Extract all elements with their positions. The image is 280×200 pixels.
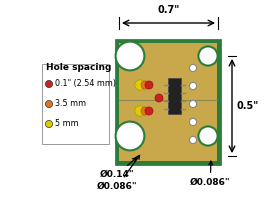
Circle shape	[135, 80, 145, 90]
Text: Hole spacing: Hole spacing	[46, 63, 111, 72]
Text: 0.5": 0.5"	[236, 101, 258, 111]
Circle shape	[145, 107, 153, 115]
Circle shape	[145, 81, 153, 89]
Text: 5 mm: 5 mm	[55, 119, 79, 128]
Circle shape	[45, 100, 53, 108]
Circle shape	[189, 82, 197, 90]
Text: 3.5 mm: 3.5 mm	[55, 99, 86, 108]
Text: Ø0.086": Ø0.086"	[97, 155, 139, 191]
Circle shape	[116, 122, 144, 150]
Text: Ø0.14": Ø0.14"	[100, 158, 136, 179]
Circle shape	[189, 100, 197, 108]
Circle shape	[45, 120, 53, 128]
Text: 0.7": 0.7"	[157, 5, 180, 15]
Circle shape	[189, 136, 197, 144]
Circle shape	[199, 46, 218, 66]
Circle shape	[199, 126, 218, 146]
Text: Ø0.086": Ø0.086"	[190, 161, 231, 187]
Circle shape	[116, 42, 144, 70]
Circle shape	[135, 106, 145, 116]
Circle shape	[189, 118, 197, 126]
Circle shape	[155, 94, 163, 102]
Text: 0.1" (2.54 mm): 0.1" (2.54 mm)	[55, 79, 116, 88]
Bar	[42, 64, 109, 144]
Circle shape	[141, 81, 149, 89]
Circle shape	[45, 80, 53, 88]
Bar	[168, 78, 181, 114]
Circle shape	[189, 64, 197, 72]
Circle shape	[141, 107, 149, 115]
Bar	[119, 43, 217, 161]
Bar	[116, 40, 220, 164]
